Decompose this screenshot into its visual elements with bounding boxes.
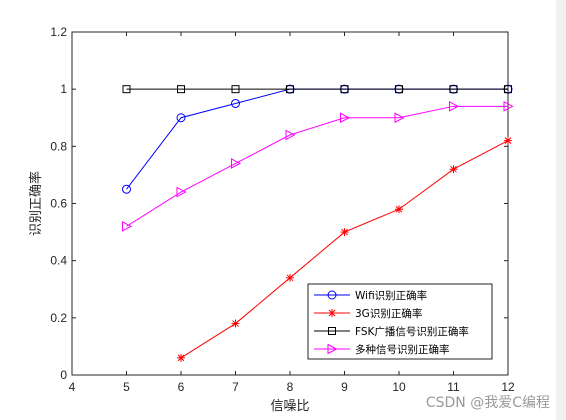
data-point [286,85,294,94]
data-point [340,228,349,237]
series-3 [122,100,514,232]
x-axis-title: 信噪比 [270,399,309,414]
y-tick-label: 1.2 [50,25,67,39]
y-tick-label: 0.2 [50,311,67,325]
data-point [504,85,512,94]
right-edge-strip [556,0,566,420]
series-line [126,105,508,227]
y-tick-label: 0.6 [50,197,67,211]
data-point [449,165,458,174]
data-point [231,319,240,328]
legend-label: Wifi识别正确率 [355,289,427,302]
legend-label: FSK广播信号识别正确率 [355,325,469,338]
y-axis-title: 识别正确率 [28,171,44,236]
data-point [395,85,403,94]
data-point [122,221,133,232]
data-point [176,113,186,123]
x-tick-label: 11 [447,380,460,394]
y-tick-label: 0.8 [50,139,67,153]
legend-label: 多种信号识别正确率 [355,343,450,356]
series-2 [122,85,512,94]
x-tick-label: 12 [501,380,515,394]
y-tick-label: 1 [60,82,67,96]
legend-marker [327,290,337,300]
data-point [122,184,131,194]
y-tick-label: 0 [60,368,67,382]
axes: 4 5 6 7 8 9 10 11 12 0 0.2 0.4 0.6 0.8 1 1.2 [50,25,515,394]
data-point [449,100,460,112]
series-1 [177,136,512,362]
data-point [340,85,349,94]
legend-marker [327,343,338,355]
legend-marker [328,309,336,317]
data-point [177,353,185,362]
legend-item: Wifi识别正确率 [314,289,427,302]
x-tick-label: 6 [178,380,185,394]
data-point [503,100,514,112]
data-point [177,85,185,94]
legend-box [307,283,493,360]
x-tick-label: 8 [287,380,294,394]
data-point [285,129,296,141]
data-point [394,112,405,124]
x-tick-label: 7 [232,380,239,394]
data-point [231,98,240,108]
data-point [231,85,240,94]
x-tick-label: 5 [123,380,130,394]
data-point [122,85,131,94]
legend-item: 多种信号识别正确率 [314,343,450,356]
data-point [449,85,458,94]
data-point [286,273,294,282]
data-point [504,136,512,145]
legend-item: FSK广播信号识别正确率 [314,325,469,338]
legend-label: 3G识别正确率 [355,307,422,320]
data-point [231,158,242,169]
legend-item: 3G识别正确率 [314,307,422,320]
x-tick-label: 10 [392,380,406,394]
data-point [340,112,351,124]
data-point [395,205,403,214]
legend-marker [328,327,336,335]
watermark: CSDN @我爱C编程 [426,395,550,411]
x-tick-label: 4 [69,380,76,394]
series-group [122,84,514,362]
x-tick-label: 9 [341,380,348,394]
data-point [176,186,187,198]
y-tick-label: 0.4 [50,254,67,268]
